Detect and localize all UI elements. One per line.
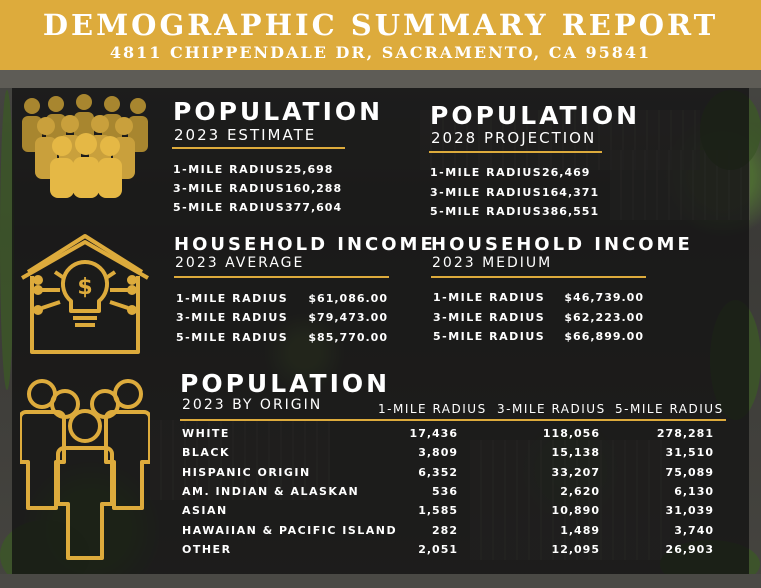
inc-med-value-1: $46,739.00 [564,291,644,304]
origin-row-value: 536 [432,485,458,498]
origin-title: POPULATION [180,369,391,398]
inc-avg-label-3: 5-MILE RADIUS [176,331,289,344]
population-2023-rule [172,147,345,149]
origin-row-label: HISPANIC ORIGIN [182,466,311,479]
origin-row-value: 282 [432,524,458,537]
people-group-icon [20,379,150,560]
origin-col-5-mile: 5-MILE RADIUS [615,402,724,416]
property-address: 4811 CHIPPENDALE DR, SACRAMENTO, CA 9584… [109,43,652,62]
pop28-value-1: 26,469 [542,166,591,179]
inc-med-value-2: $62,223.00 [564,311,644,324]
pop23-label-1: 1-MILE RADIUS [173,163,286,176]
inc-med-label-1: 1-MILE RADIUS [433,291,546,304]
population-2028-rule [429,151,602,153]
origin-row-value: 1,489 [560,524,600,537]
origin-row-label: HAWAIIAN & PACIFIC ISLAND [182,524,398,537]
header-banner: DEMOGRAPHIC SUMMARY REPORT 4811 CHIPPEND… [0,0,761,70]
income-average-rule [174,276,389,278]
origin-row-value: 1,585 [418,504,458,517]
pop28-value-3: 386,551 [542,205,600,218]
origin-row-value: 75,089 [665,466,714,479]
origin-row-value: 26,903 [665,543,714,556]
origin-col-1-mile: 1-MILE RADIUS [378,402,487,416]
pop23-label-2: 3-MILE RADIUS [173,182,286,195]
inc-avg-value-3: $85,770.00 [308,331,388,344]
pop23-value-1: 25,698 [285,163,334,176]
origin-row-value: 278,281 [656,427,714,440]
inc-med-label-2: 3-MILE RADIUS [433,311,546,324]
inc-avg-value-1: $61,086.00 [308,292,388,305]
crowd-icon [22,94,148,198]
pop28-label-1: 1-MILE RADIUS [430,166,543,179]
inc-avg-value-2: $79,473.00 [308,311,388,324]
origin-row-value: 3,740 [674,524,714,537]
income-average-title: HOUSEHOLD INCOME [174,234,436,255]
income-medium-subtitle: 2023 MEDIUM [432,255,553,271]
origin-row-value: 15,138 [551,446,600,459]
income-medium-title: HOUSEHOLD INCOME [431,234,693,255]
origin-row-label: ASIAN [182,504,228,517]
origin-row-value: 12,095 [551,543,600,556]
population-2023-subtitle: 2023 ESTIMATE [174,126,317,144]
origin-row-value: 2,051 [418,543,458,556]
origin-row-value: 31,039 [665,504,714,517]
origin-row-value: 10,890 [551,504,600,517]
population-2028-title: POPULATION [430,101,641,130]
origin-row-label: WHITE [182,427,230,440]
pop28-value-2: 164,371 [542,186,600,199]
origin-col-3-mile: 3-MILE RADIUS [497,402,606,416]
inc-avg-label-1: 1-MILE RADIUS [176,292,289,305]
inc-med-label-3: 5-MILE RADIUS [433,330,546,343]
income-medium-rule [431,276,646,278]
income-average-subtitle: 2023 AVERAGE [175,255,305,271]
origin-rule [180,419,726,421]
origin-row-value: 3,809 [418,446,458,459]
pop28-label-2: 3-MILE RADIUS [430,186,543,199]
origin-row-value: 2,620 [560,485,600,498]
origin-row-label: OTHER [182,543,232,556]
origin-row-label: AM. INDIAN & ALASKAN [182,485,360,498]
pop23-value-3: 377,604 [285,201,343,214]
origin-row-value: 31,510 [665,446,714,459]
origin-subtitle: 2023 BY ORIGIN [182,397,323,413]
house-lightbulb-dollar-icon: $ [21,234,149,354]
pop23-value-2: 160,288 [285,182,343,195]
population-2023-title: POPULATION [173,97,384,126]
pop28-label-3: 5-MILE RADIUS [430,205,543,218]
report-title: DEMOGRAPHIC SUMMARY REPORT [42,8,719,42]
population-2028-subtitle: 2028 PROJECTION [431,129,597,147]
pop23-label-3: 5-MILE RADIUS [173,201,286,214]
origin-row-value: 6,130 [674,485,714,498]
origin-row-value: 17,436 [409,427,458,440]
origin-row-value: 6,352 [418,466,458,479]
origin-row-label: BLACK [182,446,231,459]
inc-med-value-3: $66,899.00 [564,330,644,343]
inc-avg-label-2: 3-MILE RADIUS [176,311,289,324]
origin-row-value: 33,207 [551,466,600,479]
svg-text:$: $ [77,275,92,300]
origin-row-value: 118,056 [542,427,600,440]
